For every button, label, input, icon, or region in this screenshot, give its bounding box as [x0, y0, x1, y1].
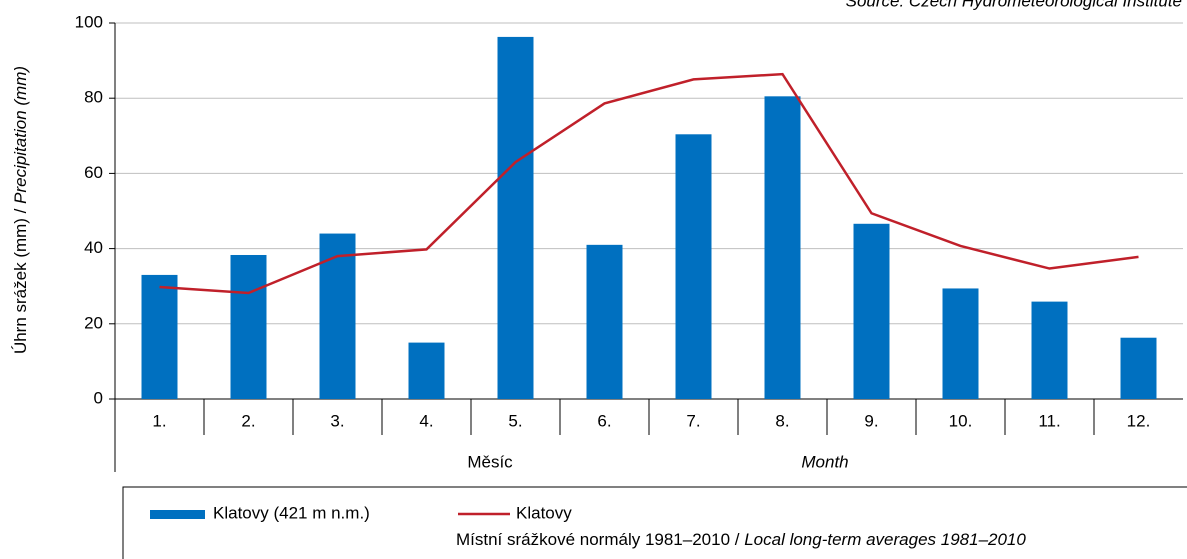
source: Source: Czech Hydrometeorological Instit…	[846, 0, 1182, 10]
y-label-cz: Úhrn srážek (mm) /	[11, 204, 30, 354]
bar	[942, 288, 979, 399]
x-tick-label: 8.	[775, 411, 789, 430]
bar	[853, 223, 890, 399]
bar	[230, 254, 267, 399]
y-tick-label: 0	[94, 388, 103, 407]
x-tick-label: 1.	[152, 411, 166, 430]
y-tick-label: 80	[84, 88, 103, 107]
bar	[319, 233, 356, 399]
legend-label: Klatovy	[516, 503, 572, 522]
y-tick-label: 20	[84, 313, 103, 332]
y-label-en: Precipitation (mm)	[11, 66, 30, 204]
legend-note: Místní srážkové normály 1981–2010 / Loca…	[456, 530, 1026, 549]
x-tick-label: 2.	[241, 411, 255, 430]
legend-swatch	[150, 510, 205, 519]
x-axis-label: Měsíc	[467, 452, 513, 471]
legend-box	[122, 486, 1187, 559]
bar	[497, 36, 534, 400]
bar	[675, 134, 712, 399]
y-axis-label: Úhrn srážek (mm) / Precipitation (mm)	[11, 66, 30, 354]
bar	[586, 244, 623, 399]
x-tick-label: 10.	[949, 411, 973, 430]
bar	[1031, 301, 1068, 399]
y-tick-label: 60	[84, 163, 103, 182]
y-tick-label: 100	[75, 12, 103, 31]
y-tick-label: 40	[84, 238, 103, 257]
x-tick-label: 5.	[508, 411, 522, 430]
x-tick-label: 11.	[1038, 411, 1060, 430]
x-tick-label: 3.	[330, 411, 344, 430]
bar	[764, 96, 801, 399]
x-axis-label-en: Month	[801, 452, 848, 471]
x-tick-label: 6.	[597, 411, 611, 430]
x-tick-label: 4.	[419, 411, 433, 430]
x-tick-label: 12.	[1127, 411, 1151, 430]
note-cz: Místní srážkové normály 1981–2010 /	[456, 530, 744, 549]
x-tick-label: 9.	[864, 411, 878, 430]
bar	[1120, 337, 1157, 399]
legend-label: Klatovy (421 m n.m.)	[213, 503, 370, 522]
bar	[408, 342, 445, 399]
line	[159, 72, 1139, 295]
note-en: Local long-term averages 1981–2010	[744, 530, 1026, 549]
bar	[141, 274, 178, 399]
x-tick-label: 7.	[686, 411, 700, 430]
